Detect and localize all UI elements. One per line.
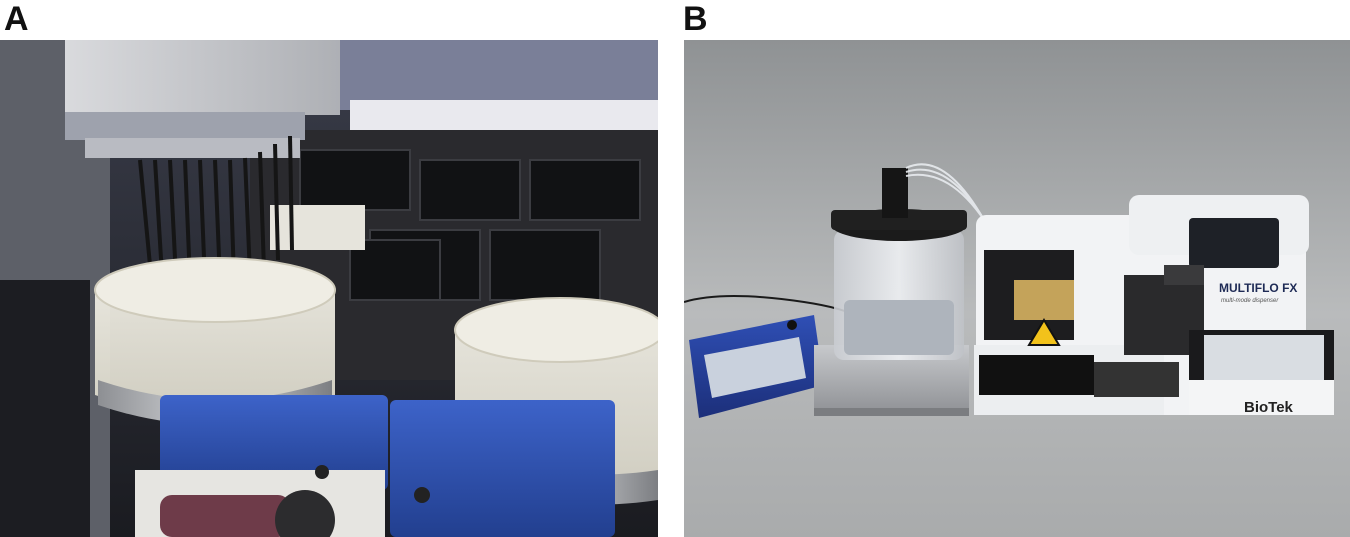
panel-b-label: B <box>683 0 708 38</box>
multiflo-logo: MULTIFLO FX <box>1219 281 1297 295</box>
biotek-logo: BioTek <box>1244 399 1294 416</box>
panel-a-illustration <box>0 40 658 537</box>
panel-b-illustration: MULTIFLO FX multi-mode dispenser BioTek <box>684 40 1350 537</box>
panel-a-photo <box>0 40 658 537</box>
multiflo-subtitle: multi-mode dispenser <box>1221 298 1279 304</box>
panel-b-photo: MULTIFLO FX multi-mode dispenser BioTek <box>684 40 1350 537</box>
panel-a-label: A <box>4 0 29 38</box>
